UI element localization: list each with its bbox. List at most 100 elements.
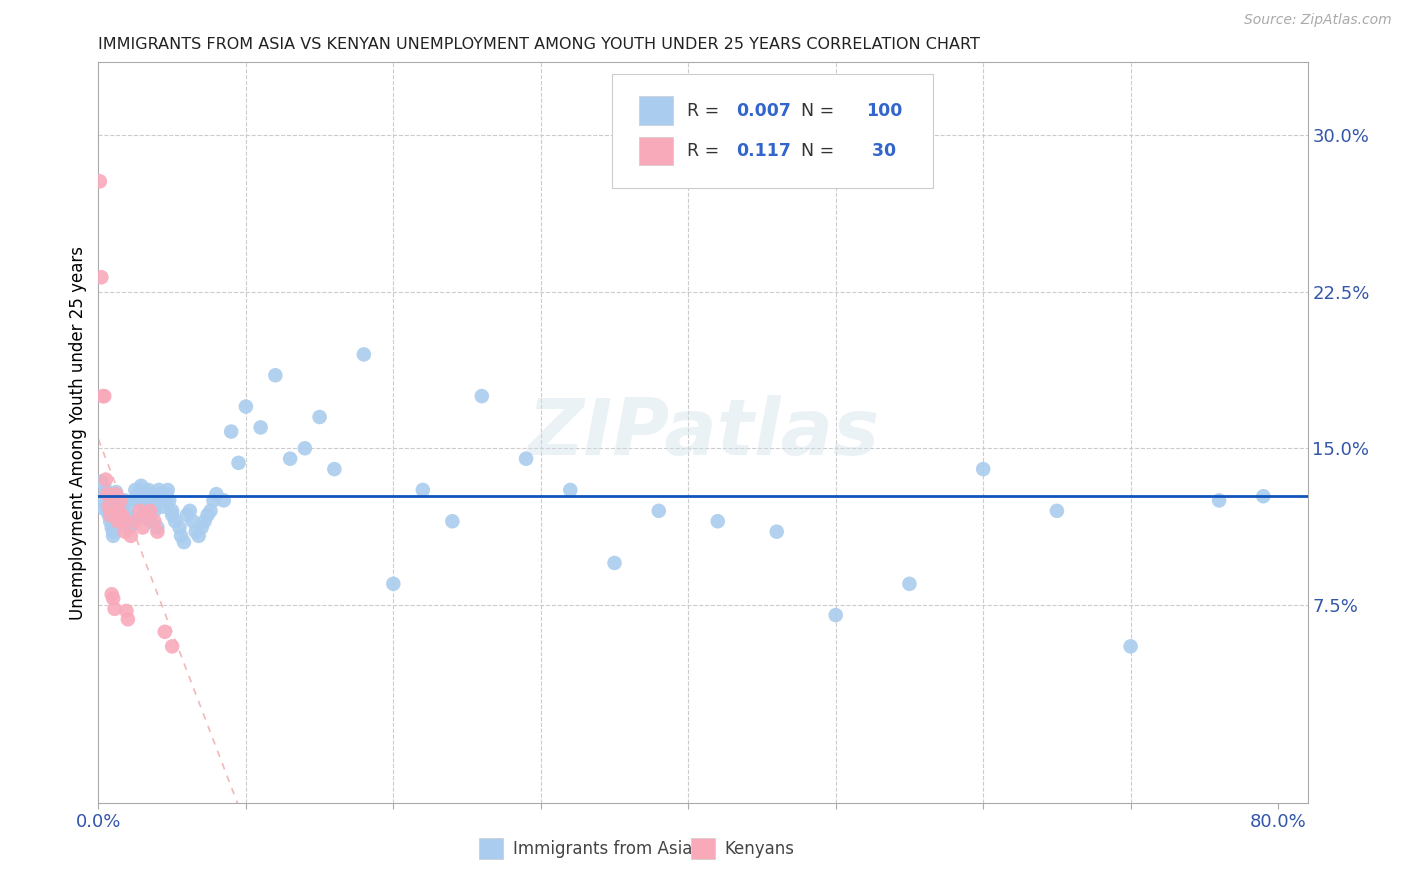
Point xyxy=(98,508,121,522)
Text: Source: ZipAtlas.com: Source: ZipAtlas.com xyxy=(1244,13,1392,28)
Text: Kenyans: Kenyans xyxy=(724,839,794,858)
Point xyxy=(898,577,921,591)
Point xyxy=(94,487,117,501)
Point xyxy=(101,591,124,606)
Point xyxy=(98,514,121,528)
Point xyxy=(765,524,787,539)
Point xyxy=(93,501,115,516)
Point xyxy=(117,504,139,518)
Point xyxy=(101,529,124,543)
Text: N =: N = xyxy=(790,102,839,120)
Point xyxy=(108,504,131,518)
Point xyxy=(190,520,212,534)
Point xyxy=(146,524,169,539)
Point xyxy=(219,425,242,439)
Point xyxy=(100,520,122,534)
Point xyxy=(146,493,169,508)
Point xyxy=(197,508,219,522)
Text: Immigrants from Asia: Immigrants from Asia xyxy=(513,839,693,858)
Point xyxy=(515,451,537,466)
Text: R =: R = xyxy=(688,143,731,161)
Point xyxy=(143,514,166,528)
Point xyxy=(249,420,271,434)
Point xyxy=(111,504,134,518)
Point xyxy=(264,368,287,383)
Point xyxy=(824,608,846,623)
Point xyxy=(139,504,162,518)
Point xyxy=(648,504,671,518)
Point xyxy=(94,483,117,497)
Point xyxy=(706,514,728,528)
Point xyxy=(91,389,114,403)
Text: 30: 30 xyxy=(866,143,897,161)
Text: IMMIGRANTS FROM ASIA VS KENYAN UNEMPLOYMENT AMONG YOUTH UNDER 25 YEARS CORRELATI: IMMIGRANTS FROM ASIA VS KENYAN UNEMPLOYM… xyxy=(98,37,980,52)
Text: N =: N = xyxy=(790,143,839,161)
Point xyxy=(1208,493,1230,508)
Point xyxy=(148,483,170,497)
Point xyxy=(153,493,176,508)
Point xyxy=(90,475,112,489)
Point xyxy=(96,500,118,514)
Point xyxy=(131,508,153,522)
Point xyxy=(181,514,204,528)
Point xyxy=(152,500,174,514)
Point xyxy=(120,529,142,543)
Text: ZIPatlas: ZIPatlas xyxy=(527,394,879,471)
Point xyxy=(184,524,207,539)
Text: 0.007: 0.007 xyxy=(735,102,790,120)
Point xyxy=(134,500,156,514)
Point xyxy=(149,487,172,501)
Point xyxy=(212,493,235,508)
Point xyxy=(179,504,201,518)
Text: 100: 100 xyxy=(866,102,903,120)
Point xyxy=(114,493,136,508)
Point xyxy=(118,520,141,534)
Point xyxy=(603,556,626,570)
Point xyxy=(202,493,225,508)
Point xyxy=(124,514,146,528)
Point xyxy=(104,602,127,616)
Point xyxy=(111,508,134,522)
Point xyxy=(115,514,138,528)
Point xyxy=(110,508,132,522)
Point xyxy=(471,389,494,403)
Point xyxy=(107,493,129,508)
Point xyxy=(115,604,138,618)
Point xyxy=(90,270,112,285)
Point xyxy=(176,508,198,522)
Point xyxy=(141,493,163,508)
Point xyxy=(89,174,111,188)
Point xyxy=(96,487,118,501)
Point xyxy=(112,500,135,514)
Point xyxy=(143,504,166,518)
Point xyxy=(112,514,135,528)
Point xyxy=(353,347,375,361)
Point xyxy=(124,493,146,508)
Point xyxy=(382,577,405,591)
Point xyxy=(200,504,222,518)
Point xyxy=(94,473,117,487)
Point xyxy=(117,508,139,522)
Point xyxy=(120,518,142,533)
Point xyxy=(441,514,464,528)
Point xyxy=(165,514,187,528)
Point xyxy=(124,483,146,497)
Point xyxy=(157,493,180,508)
Point xyxy=(117,612,139,626)
Point xyxy=(105,487,128,501)
Point xyxy=(235,400,257,414)
Bar xyxy=(479,838,503,859)
Point xyxy=(278,451,301,466)
Point xyxy=(173,535,195,549)
Point xyxy=(114,524,136,539)
Point xyxy=(105,520,128,534)
Point xyxy=(160,508,183,522)
Point xyxy=(135,508,157,522)
Point xyxy=(153,624,176,639)
Point xyxy=(228,456,250,470)
FancyBboxPatch shape xyxy=(613,73,932,188)
Point xyxy=(146,520,169,534)
Point xyxy=(1253,489,1275,503)
Point xyxy=(125,493,148,508)
Point xyxy=(93,389,115,403)
